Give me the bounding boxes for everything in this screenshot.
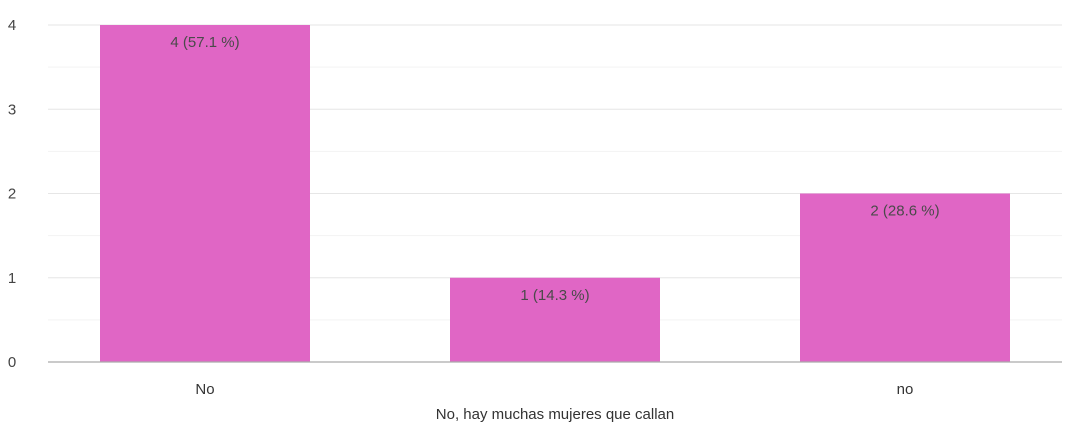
- x-category-label: No: [195, 381, 214, 398]
- bar-data-label: 1 (14.3 %): [520, 287, 589, 304]
- y-axis-ticks: 0 1 2 3 4: [8, 17, 16, 371]
- y-tick-label: 3: [8, 101, 16, 118]
- bars: [100, 25, 1010, 362]
- bar-data-label: 2 (28.6 %): [870, 203, 939, 220]
- bar: [450, 277, 660, 362]
- x-category-label: No, hay muchas mujeres que callan: [436, 406, 674, 423]
- bar-data-labels: 4 (57.1 %) 1 (14.3 %) 2 (28.6 %): [170, 34, 939, 304]
- bar: [800, 193, 1010, 362]
- x-axis-category-labels: No No, hay muchas mujeres que callan no: [195, 381, 913, 423]
- bar-data-label: 4 (57.1 %): [170, 34, 239, 51]
- y-tick-label: 4: [8, 17, 16, 34]
- y-tick-label: 0: [8, 354, 16, 371]
- bar: [100, 25, 310, 362]
- y-tick-label: 1: [8, 270, 16, 287]
- x-category-label: no: [897, 381, 914, 398]
- y-tick-label: 2: [8, 186, 16, 203]
